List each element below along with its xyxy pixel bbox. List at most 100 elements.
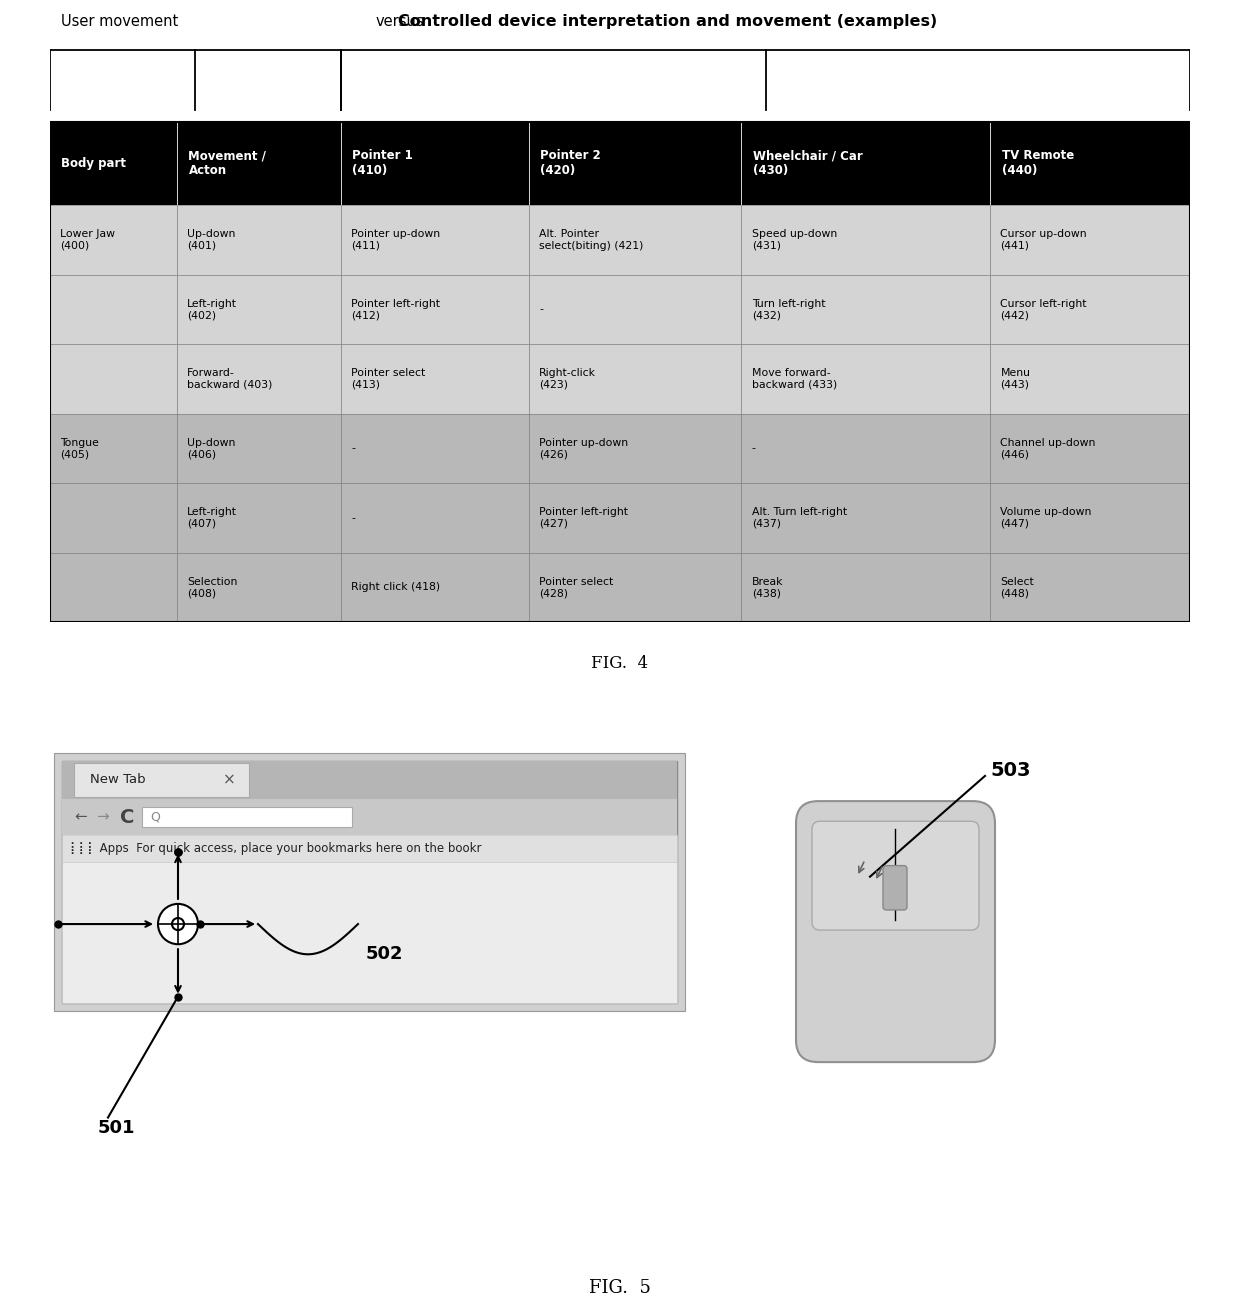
Text: Q: Q (150, 811, 160, 824)
FancyBboxPatch shape (62, 799, 677, 836)
Text: Pointer up-down
(411): Pointer up-down (411) (351, 229, 440, 250)
FancyBboxPatch shape (341, 122, 529, 206)
FancyBboxPatch shape (177, 553, 341, 622)
FancyBboxPatch shape (341, 414, 529, 483)
Text: -: - (351, 443, 355, 453)
FancyBboxPatch shape (50, 553, 177, 622)
FancyBboxPatch shape (50, 275, 177, 345)
FancyBboxPatch shape (742, 206, 991, 275)
Text: Pointer up-down
(426): Pointer up-down (426) (539, 438, 629, 460)
Text: TV Remote
(440): TV Remote (440) (1002, 149, 1074, 177)
Text: 501: 501 (98, 1119, 135, 1137)
FancyBboxPatch shape (177, 483, 341, 553)
Text: Speed up-down
(431): Speed up-down (431) (751, 229, 837, 250)
FancyBboxPatch shape (341, 483, 529, 553)
Text: ⡇⡇⡇ Apps  For quick access, place your bookmarks here on the bookr: ⡇⡇⡇ Apps For quick access, place your bo… (69, 842, 481, 855)
Text: Controlled device interpretation and movement (examples): Controlled device interpretation and mov… (398, 14, 937, 29)
Text: Pointer 1
(410): Pointer 1 (410) (352, 149, 413, 177)
Text: Volume up-down
(447): Volume up-down (447) (1001, 507, 1091, 529)
FancyBboxPatch shape (529, 483, 742, 553)
FancyBboxPatch shape (742, 483, 991, 553)
FancyBboxPatch shape (742, 275, 991, 345)
FancyBboxPatch shape (62, 862, 677, 1002)
FancyBboxPatch shape (177, 122, 341, 206)
FancyBboxPatch shape (529, 345, 742, 414)
FancyBboxPatch shape (529, 122, 742, 206)
Text: Up-down
(401): Up-down (401) (187, 229, 236, 250)
FancyBboxPatch shape (529, 275, 742, 345)
FancyBboxPatch shape (177, 275, 341, 345)
Text: Break
(438): Break (438) (751, 576, 784, 599)
Text: Right-click
(423): Right-click (423) (539, 368, 596, 389)
FancyBboxPatch shape (991, 275, 1190, 345)
Text: Menu
(443): Menu (443) (1001, 368, 1030, 389)
FancyBboxPatch shape (50, 414, 177, 483)
FancyBboxPatch shape (742, 414, 991, 483)
FancyBboxPatch shape (62, 761, 677, 799)
Bar (50, 122, 1190, 622)
Text: Alt. Pointer
select(biting) (421): Alt. Pointer select(biting) (421) (539, 229, 644, 250)
FancyBboxPatch shape (143, 807, 352, 828)
Text: Body part: Body part (61, 157, 126, 170)
FancyBboxPatch shape (991, 553, 1190, 622)
FancyBboxPatch shape (177, 414, 341, 483)
FancyBboxPatch shape (991, 206, 1190, 275)
FancyBboxPatch shape (742, 553, 991, 622)
FancyBboxPatch shape (341, 553, 529, 622)
Text: ←: ← (74, 810, 87, 825)
FancyBboxPatch shape (991, 122, 1190, 206)
FancyBboxPatch shape (742, 345, 991, 414)
Text: FIG.  4: FIG. 4 (591, 655, 649, 672)
Text: Selection
(408): Selection (408) (187, 576, 238, 599)
FancyBboxPatch shape (55, 753, 684, 1011)
Text: versus: versus (374, 14, 424, 29)
FancyBboxPatch shape (341, 206, 529, 275)
Text: Movement /
Acton: Movement / Acton (188, 149, 267, 177)
FancyBboxPatch shape (742, 122, 991, 206)
Text: Pointer left-right
(412): Pointer left-right (412) (351, 299, 440, 320)
Text: Turn left-right
(432): Turn left-right (432) (751, 299, 825, 320)
FancyBboxPatch shape (341, 275, 529, 345)
Text: Wheelchair / Car
(430): Wheelchair / Car (430) (753, 149, 863, 177)
Text: -: - (351, 514, 355, 523)
FancyBboxPatch shape (796, 802, 994, 1062)
Text: Pointer 2
(420): Pointer 2 (420) (541, 149, 601, 177)
Text: New Tab: New Tab (91, 773, 145, 786)
FancyBboxPatch shape (991, 345, 1190, 414)
Circle shape (157, 904, 198, 945)
Text: Select
(448): Select (448) (1001, 576, 1034, 599)
FancyBboxPatch shape (529, 414, 742, 483)
Text: Left-right
(407): Left-right (407) (187, 507, 237, 529)
FancyBboxPatch shape (74, 762, 249, 796)
FancyBboxPatch shape (50, 122, 177, 206)
FancyBboxPatch shape (529, 206, 742, 275)
Text: 502: 502 (366, 946, 403, 963)
Text: Right click (418): Right click (418) (351, 583, 440, 592)
Text: Lower Jaw
(400): Lower Jaw (400) (60, 229, 115, 250)
FancyBboxPatch shape (177, 345, 341, 414)
FancyBboxPatch shape (341, 345, 529, 414)
FancyBboxPatch shape (991, 414, 1190, 483)
Text: User movement: User movement (61, 14, 179, 29)
Text: C: C (120, 808, 134, 827)
Text: Tongue
(405): Tongue (405) (60, 438, 99, 460)
Text: Alt. Turn left-right
(437): Alt. Turn left-right (437) (751, 507, 847, 529)
FancyBboxPatch shape (62, 836, 677, 862)
Text: Forward-
backward (403): Forward- backward (403) (187, 368, 273, 389)
Text: FIG.  5: FIG. 5 (589, 1279, 651, 1297)
FancyBboxPatch shape (812, 821, 980, 930)
Text: →: → (95, 810, 109, 825)
Text: ×: × (223, 773, 236, 787)
Text: 503: 503 (990, 761, 1030, 781)
Text: Pointer left-right
(427): Pointer left-right (427) (539, 507, 629, 529)
FancyBboxPatch shape (991, 483, 1190, 553)
FancyBboxPatch shape (529, 553, 742, 622)
FancyBboxPatch shape (50, 483, 177, 553)
Text: Cursor left-right
(442): Cursor left-right (442) (1001, 299, 1087, 320)
FancyBboxPatch shape (50, 206, 177, 275)
Text: Up-down
(406): Up-down (406) (187, 438, 236, 460)
FancyBboxPatch shape (50, 345, 177, 414)
FancyBboxPatch shape (883, 866, 906, 910)
Text: Cursor up-down
(441): Cursor up-down (441) (1001, 229, 1087, 250)
Text: Channel up-down
(446): Channel up-down (446) (1001, 438, 1096, 460)
